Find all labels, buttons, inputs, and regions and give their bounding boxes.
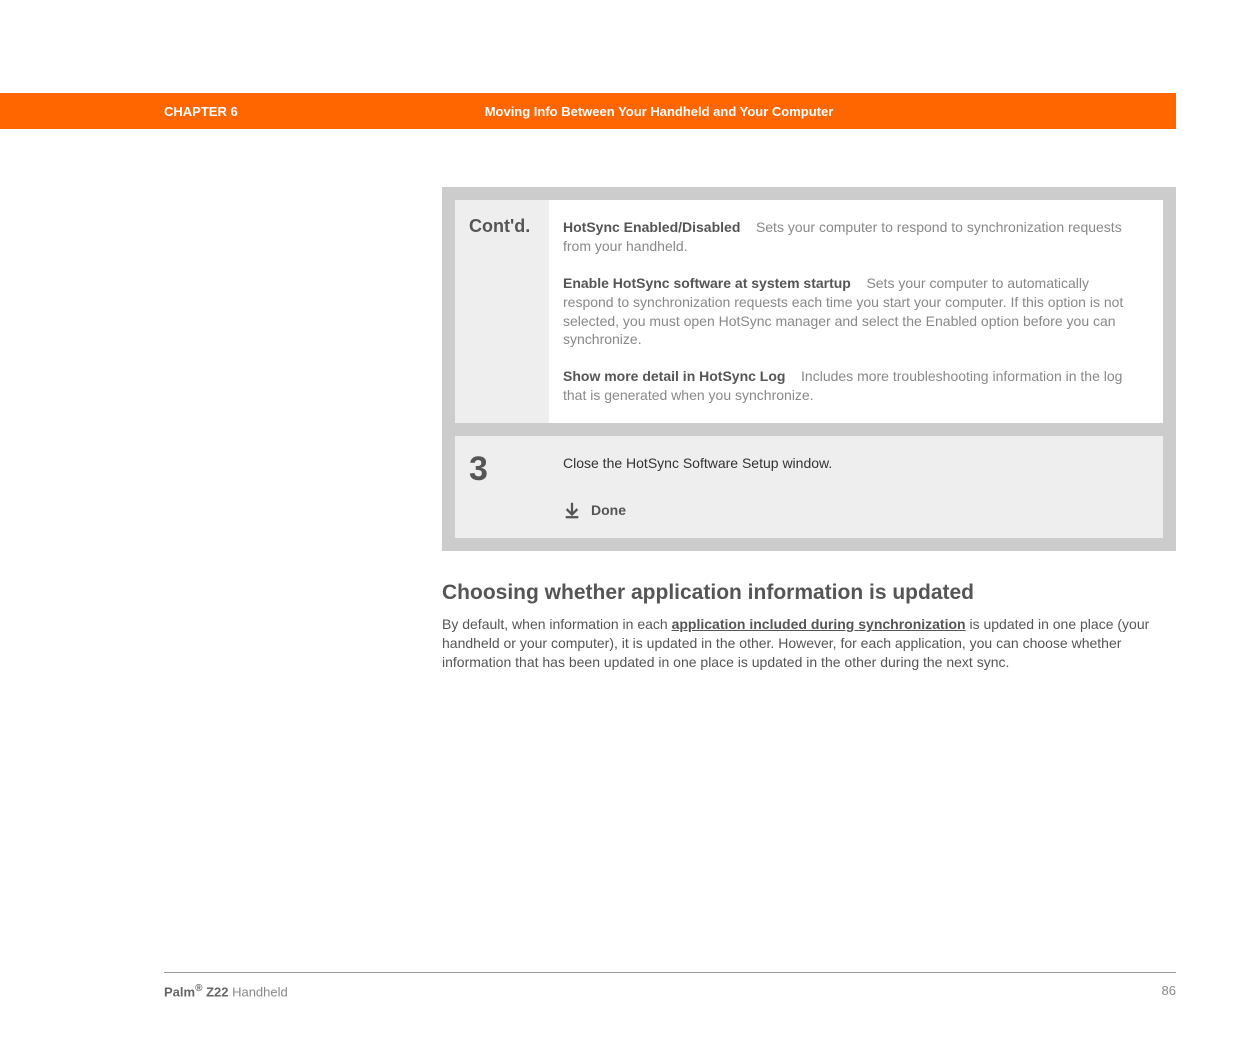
subsection-paragraph: By default, when information in each app…	[442, 615, 1162, 672]
def-block-1: HotSync Enabled/Disabled Sets your compu…	[563, 218, 1143, 256]
def-block-3: Show more detail in HotSync Log Includes…	[563, 367, 1143, 405]
chapter-header-bar: CHAPTER 6 Moving Info Between Your Handh…	[0, 93, 1176, 129]
chapter-label: CHAPTER 6	[164, 104, 238, 119]
def-term-1: HotSync Enabled/Disabled	[563, 219, 740, 235]
application-sync-link[interactable]: application included during synchronizat…	[672, 616, 966, 632]
page-title: Moving Info Between Your Handheld and Yo…	[485, 104, 834, 119]
footer-product: Handheld	[228, 984, 287, 999]
footer-model: Z22	[202, 984, 228, 999]
def-term-2: Enable HotSync software at system startu…	[563, 275, 851, 291]
footer-brand: Palm	[164, 984, 195, 999]
step-3: 3 Close the HotSync Software Setup windo…	[455, 436, 1163, 538]
step-label-col: Cont'd.	[455, 200, 549, 423]
step-3-text: Close the HotSync Software Setup window.	[563, 454, 1143, 473]
footer-reg: ®	[195, 983, 202, 994]
def-term-3: Show more detail in HotSync Log	[563, 368, 785, 384]
done-row: Done	[563, 501, 1143, 520]
steps-box: Cont'd. HotSync Enabled/Disabled Sets yo…	[442, 187, 1176, 551]
step-3-content: Close the HotSync Software Setup window.…	[549, 436, 1163, 538]
contd-label: Cont'd.	[469, 216, 530, 236]
step-contd: Cont'd. HotSync Enabled/Disabled Sets yo…	[455, 200, 1163, 423]
step-3-label-col: 3	[455, 436, 549, 538]
subsection-heading: Choosing whether application information…	[442, 581, 1176, 605]
footer-page-number: 86	[1162, 983, 1176, 999]
page-footer: Palm® Z22 Handheld 86	[164, 972, 1176, 999]
step-3-number: 3	[469, 450, 488, 488]
done-label: Done	[591, 501, 626, 520]
step-contd-content: HotSync Enabled/Disabled Sets your compu…	[549, 200, 1163, 423]
para-prefix: By default, when information in each	[442, 616, 672, 632]
content-area: Cont'd. HotSync Enabled/Disabled Sets yo…	[442, 187, 1176, 672]
footer-product-label: Palm® Z22 Handheld	[164, 983, 288, 999]
done-arrow-icon	[563, 501, 581, 519]
def-block-2: Enable HotSync software at system startu…	[563, 274, 1143, 350]
